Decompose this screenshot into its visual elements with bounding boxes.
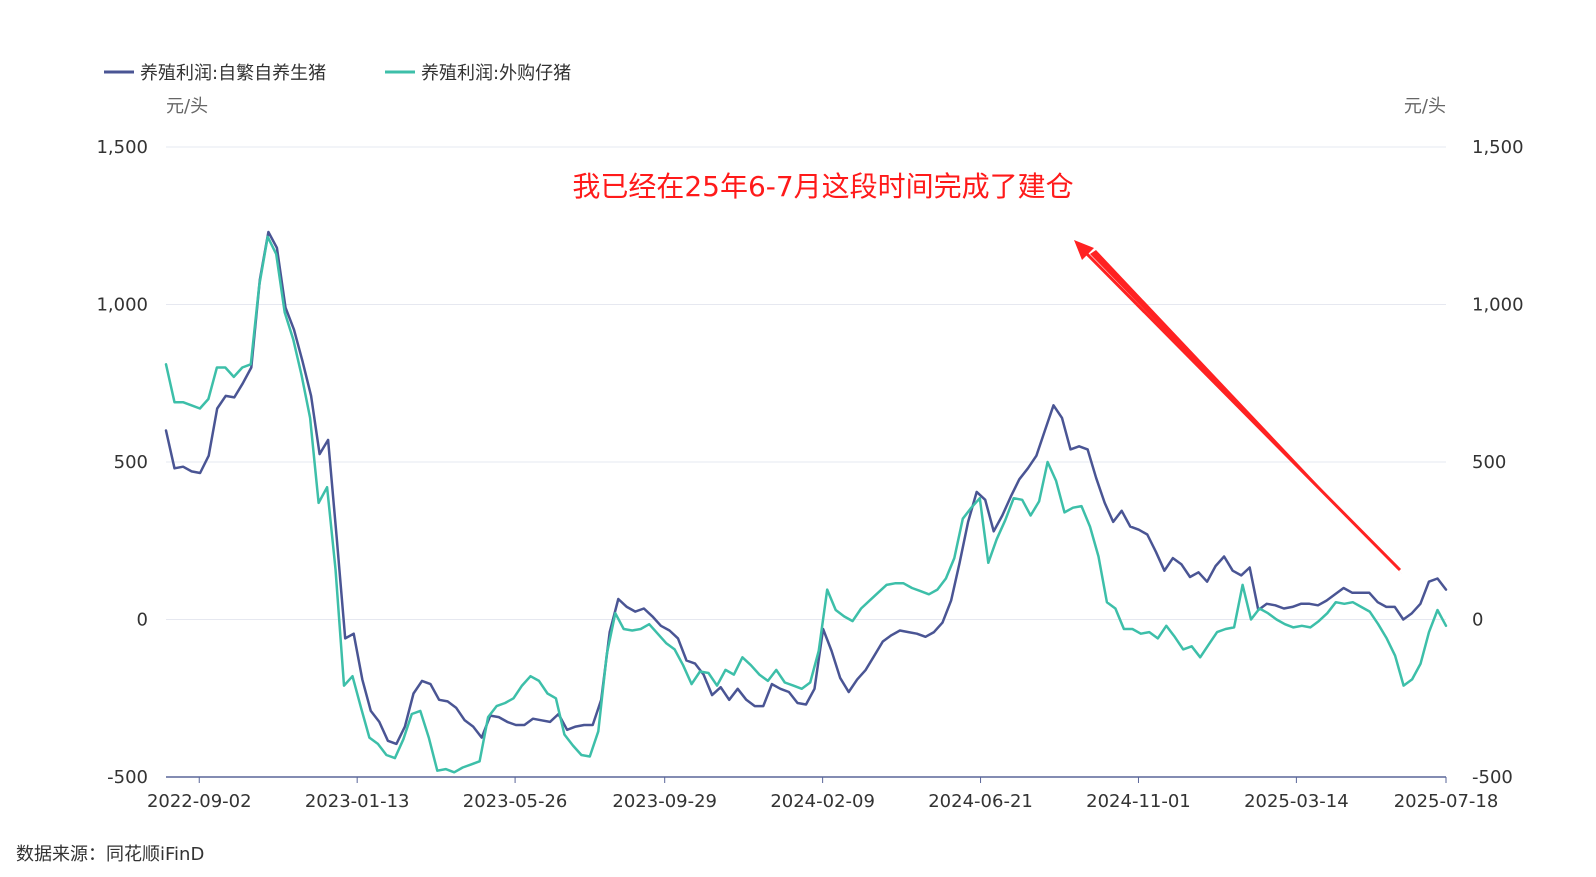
legend-label-series-1: 养殖利润:外购仔猪 (421, 62, 571, 84)
x-tick-label: 2024-11-01 (1086, 791, 1191, 812)
y-tick-left: 1,000 (96, 295, 148, 316)
y-tick-right: 1,000 (1472, 295, 1524, 316)
annotation-text: 我已经在25年6-7月这段时间完成了建仓 (572, 170, 1073, 203)
legend-label-series-0: 养殖利润:自繁自养生猪 (140, 62, 326, 84)
x-tick-label: 2025-03-14 (1244, 791, 1349, 812)
y-tick-right: -500 (1472, 767, 1513, 788)
source-note: 数据来源：同花顺iFinD (16, 844, 204, 865)
y-tick-right: 500 (1472, 452, 1506, 473)
x-tick-label: 2023-01-13 (305, 791, 410, 812)
legend: 养殖利润:自繁自养生猪 养殖利润:外购仔猪 (104, 62, 571, 84)
gridlines (166, 146, 1446, 620)
y-tick-left: 1,500 (96, 137, 148, 158)
left-axis-unit: 元/头 (166, 96, 208, 117)
y-tick-right: 1,500 (1472, 137, 1524, 158)
x-tick-label: 2022-09-02 (147, 791, 252, 812)
x-axis: 2022-09-02 2023-01-13 2023-05-26 2023-09-29… (147, 777, 1498, 812)
x-tick-label: 2025-07-18 (1394, 791, 1499, 812)
series-line-0 (164, 230, 1448, 746)
y-tick-left: -500 (107, 767, 148, 788)
series-line-1 (164, 235, 1448, 774)
right-y-axis: 1,500 1,000 500 0 -500 (1472, 137, 1524, 788)
x-tick-label: 2023-05-26 (463, 791, 568, 812)
y-tick-left: 0 (137, 610, 148, 631)
y-tick-left: 500 (114, 452, 148, 473)
left-y-axis: 1,500 1,000 500 0 -500 (96, 137, 148, 788)
annotation-arrow (1074, 240, 1402, 574)
right-axis-unit: 元/头 (1404, 96, 1446, 117)
x-tick-label: 2024-06-21 (928, 791, 1033, 812)
y-tick-right: 0 (1472, 610, 1483, 631)
x-tick-label: 2024-02-09 (770, 791, 875, 812)
x-tick-label: 2023-09-29 (612, 791, 717, 812)
series-lines (164, 230, 1448, 774)
